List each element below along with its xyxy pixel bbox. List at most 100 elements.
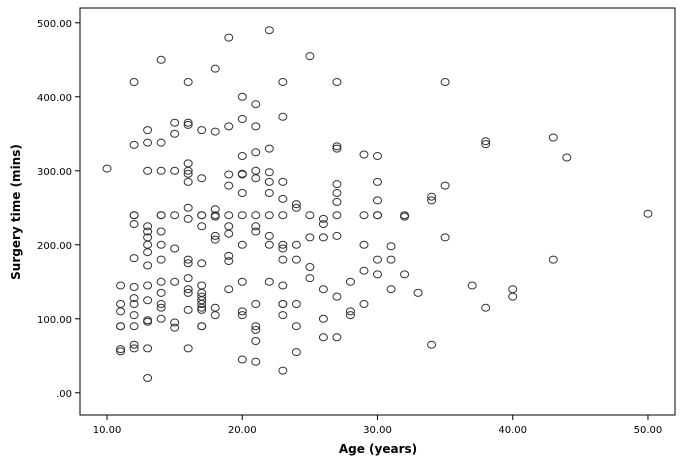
data-point <box>251 122 261 131</box>
data-point <box>400 270 410 279</box>
data-point <box>156 277 166 286</box>
data-point <box>278 112 288 121</box>
data-point <box>102 164 112 173</box>
data-point <box>183 285 193 294</box>
data-point <box>183 214 193 223</box>
y-axis-title: Surgery time (mins) <box>9 144 23 280</box>
data-point <box>345 311 355 320</box>
data-point <box>264 144 274 153</box>
data-point <box>156 240 166 249</box>
data-point <box>481 137 491 146</box>
data-point <box>210 127 220 136</box>
data-point <box>143 222 153 231</box>
data-point <box>143 126 153 135</box>
data-point <box>210 64 220 73</box>
data-point <box>156 227 166 236</box>
data-point <box>156 255 166 264</box>
data-point <box>291 300 301 308</box>
data-point <box>332 189 342 197</box>
data-point <box>170 166 180 175</box>
data-point <box>400 212 410 221</box>
data-point <box>129 220 139 229</box>
data-point <box>332 142 342 151</box>
data-point <box>318 233 328 242</box>
data-point <box>562 153 572 162</box>
data-point <box>237 152 247 160</box>
data-point <box>278 244 288 253</box>
data-point <box>129 300 139 308</box>
data-point <box>116 281 126 290</box>
data-point <box>332 78 342 86</box>
data-point <box>318 285 328 294</box>
data-point <box>251 322 261 331</box>
data-point <box>386 242 396 251</box>
data-point <box>332 333 342 342</box>
data-point <box>373 152 382 160</box>
data-point <box>251 325 261 334</box>
data-points <box>102 26 653 382</box>
data-point <box>224 257 234 266</box>
data-point <box>237 240 247 249</box>
data-point <box>643 209 653 218</box>
data-point <box>183 78 193 86</box>
data-point <box>197 211 207 220</box>
y-tick-label: 400.00 <box>37 93 72 104</box>
data-point <box>237 307 247 316</box>
data-point <box>116 322 126 331</box>
y-tick-label: 300.00 <box>37 167 72 178</box>
data-point <box>224 229 234 238</box>
data-point <box>129 282 139 291</box>
data-point <box>278 300 288 308</box>
data-point <box>359 240 369 249</box>
data-point <box>116 347 126 356</box>
data-point <box>143 344 153 353</box>
data-point <box>197 259 207 268</box>
data-point <box>143 374 153 382</box>
data-point <box>278 194 288 203</box>
data-point <box>170 318 180 327</box>
data-point <box>116 345 126 354</box>
data-point <box>305 233 315 242</box>
data-point <box>278 177 288 186</box>
x-tick-label: 30.00 <box>363 425 392 436</box>
data-point <box>170 323 180 332</box>
data-point <box>291 203 301 212</box>
data-point <box>143 317 153 326</box>
data-point <box>332 231 342 240</box>
data-point <box>183 166 193 175</box>
data-point <box>143 296 153 305</box>
data-point <box>156 288 166 297</box>
data-point <box>264 240 274 249</box>
data-point <box>305 52 315 61</box>
data-point <box>440 233 450 242</box>
data-point <box>129 78 139 86</box>
data-point <box>116 307 126 316</box>
data-point <box>183 120 193 129</box>
data-point <box>440 181 450 190</box>
data-point <box>156 300 166 308</box>
data-point <box>345 307 355 316</box>
data-point <box>224 251 234 260</box>
data-point <box>129 340 139 349</box>
data-point <box>264 189 274 197</box>
data-point <box>183 288 193 297</box>
data-point <box>548 255 558 264</box>
data-point <box>291 322 301 331</box>
data-point <box>251 300 261 308</box>
data-point <box>237 92 247 101</box>
data-point <box>183 305 193 314</box>
data-point <box>129 254 139 263</box>
data-point <box>237 115 247 123</box>
data-point <box>197 222 207 231</box>
data-point <box>143 281 153 290</box>
data-point <box>143 138 153 147</box>
data-point <box>129 311 139 320</box>
data-point <box>210 311 220 320</box>
data-point <box>237 355 247 364</box>
data-point <box>278 78 288 86</box>
data-point <box>264 177 274 186</box>
data-point <box>183 203 193 212</box>
data-point <box>278 281 288 290</box>
data-point <box>197 126 207 135</box>
data-point <box>183 118 193 127</box>
